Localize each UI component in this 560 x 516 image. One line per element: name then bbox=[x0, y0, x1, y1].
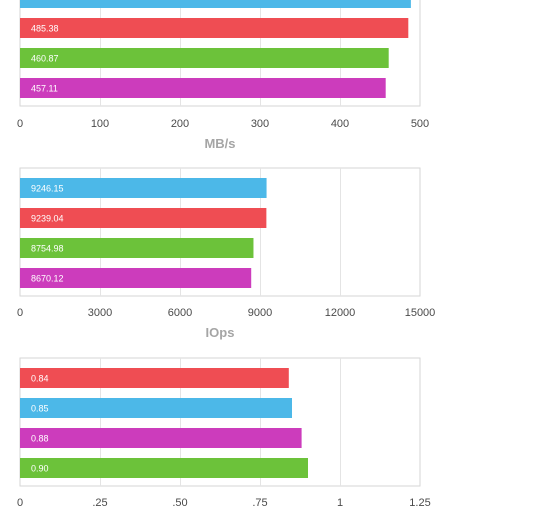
x-tick-label: 0 bbox=[17, 118, 23, 130]
bar-value-label: 460.87 bbox=[31, 54, 59, 64]
chart-panel-3: 0.84 0.85 0.88 0.90 0 .25 .50 .75 1 1.25 bbox=[17, 357, 431, 509]
bar-value-label: 0.85 bbox=[31, 404, 49, 414]
bar-value-label: 0.90 bbox=[31, 464, 49, 474]
bar-value-label: 0.84 bbox=[31, 374, 49, 384]
x-axis-title: MB/s bbox=[204, 136, 235, 151]
bar bbox=[20, 458, 308, 478]
x-tick-label: 1.25 bbox=[409, 497, 430, 509]
x-tick-label: 1 bbox=[337, 497, 343, 509]
bar-value-label: 0.88 bbox=[31, 434, 49, 444]
x-tick-label: 3000 bbox=[88, 307, 112, 319]
chart-panel-1: 485.38 460.87 457.11 0 100 200 300 400 500 MB/s bbox=[17, 0, 429, 151]
bar bbox=[20, 428, 302, 448]
x-tick-label: 6000 bbox=[168, 307, 192, 319]
bar-value-label: 8670.12 bbox=[31, 274, 64, 284]
bar-value-label: 9246.15 bbox=[31, 184, 64, 194]
x-tick-label: 100 bbox=[91, 118, 109, 130]
bar bbox=[20, 178, 267, 198]
bar bbox=[20, 368, 289, 388]
bar bbox=[20, 0, 411, 8]
x-tick-label: .75 bbox=[252, 497, 267, 509]
bar bbox=[20, 268, 252, 288]
bar bbox=[20, 398, 292, 418]
bar-value-label: 8754.98 bbox=[31, 244, 64, 254]
bar bbox=[20, 48, 389, 68]
x-tick-label: 500 bbox=[411, 118, 429, 130]
x-tick-label: 9000 bbox=[248, 307, 272, 319]
bar-value-label: 485.38 bbox=[31, 24, 59, 34]
x-tick-label: 0 bbox=[17, 307, 23, 319]
bar bbox=[20, 208, 267, 228]
bar-value-label: 457.11 bbox=[31, 84, 58, 94]
x-tick-label: .25 bbox=[92, 497, 107, 509]
x-tick-label: 15000 bbox=[405, 307, 436, 319]
x-tick-label: 200 bbox=[171, 118, 189, 130]
chart-panel-2: 9246.15 9239.04 8754.98 8670.12 0 3000 6000 900… bbox=[17, 167, 436, 340]
bar bbox=[20, 18, 409, 38]
x-tick-label: .50 bbox=[172, 497, 187, 509]
x-tick-label: 0 bbox=[17, 497, 23, 509]
x-tick-label: 400 bbox=[331, 118, 349, 130]
bar bbox=[20, 238, 254, 258]
x-tick-label: 300 bbox=[251, 118, 269, 130]
x-axis-title: IOps bbox=[206, 325, 235, 340]
bar-value-label: 9239.04 bbox=[31, 214, 64, 224]
bar bbox=[20, 78, 386, 98]
x-tick-label: 12000 bbox=[325, 307, 356, 319]
